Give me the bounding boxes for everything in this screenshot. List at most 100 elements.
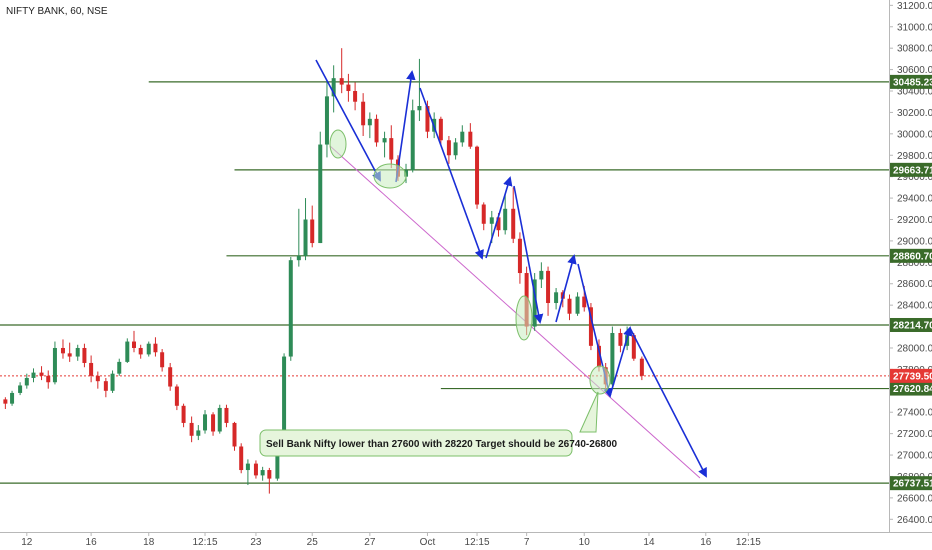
- candle-body[interactable]: [318, 144, 323, 244]
- candle-body[interactable]: [618, 332, 623, 346]
- candle-body[interactable]: [67, 353, 72, 357]
- arrow-drawing[interactable]: [315, 59, 381, 182]
- candle-body[interactable]: [361, 101, 366, 126]
- candle-body[interactable]: [475, 146, 480, 205]
- candle-body[interactable]: [203, 414, 208, 431]
- candle-body[interactable]: [138, 347, 143, 355]
- arrow-drawing[interactable]: [629, 327, 707, 478]
- candle-body[interactable]: [468, 131, 473, 147]
- candle-body[interactable]: [496, 217, 501, 231]
- candle-body[interactable]: [382, 138, 387, 143]
- candle-body[interactable]: [18, 385, 23, 393]
- candle-body[interactable]: [46, 375, 51, 383]
- candle-body[interactable]: [253, 463, 258, 476]
- candle-body[interactable]: [438, 118, 443, 141]
- candle-body[interactable]: [211, 414, 216, 432]
- candle-body[interactable]: [196, 430, 201, 436]
- candle-body[interactable]: [575, 296, 580, 314]
- candle-body[interactable]: [103, 381, 108, 391]
- candle-body[interactable]: [10, 392, 15, 404]
- candle-body[interactable]: [539, 270, 544, 280]
- candle-body[interactable]: [303, 219, 308, 256]
- candle-body[interactable]: [239, 446, 244, 471]
- candle-body[interactable]: [588, 307, 593, 346]
- candle-body[interactable]: [31, 372, 36, 378]
- candle-body[interactable]: [582, 296, 587, 308]
- candle-body[interactable]: [389, 138, 394, 160]
- candle-body[interactable]: [24, 377, 29, 386]
- candle-body[interactable]: [75, 347, 80, 357]
- candle-body[interactable]: [146, 343, 151, 355]
- candle-body[interactable]: [296, 255, 301, 261]
- candle-body[interactable]: [546, 270, 551, 304]
- candle-body[interactable]: [60, 347, 65, 354]
- candle-body[interactable]: [324, 96, 329, 145]
- note-box[interactable]: [259, 429, 573, 457]
- candle-body[interactable]: [282, 356, 287, 447]
- candle-body[interactable]: [567, 298, 572, 314]
- highlight-ellipse[interactable]: [589, 365, 611, 395]
- candle-body[interactable]: [288, 260, 293, 357]
- candle-body[interactable]: [174, 386, 179, 406]
- candle-body[interactable]: [489, 217, 494, 224]
- candle-body[interactable]: [245, 463, 250, 471]
- arrow-drawing[interactable]: [485, 176, 513, 259]
- candle-body[interactable]: [110, 373, 115, 391]
- candle-body[interactable]: [3, 399, 8, 404]
- candle-body[interactable]: [367, 118, 372, 126]
- candle-body[interactable]: [481, 204, 486, 224]
- candle-body[interactable]: [446, 140, 451, 156]
- trend-lines: [329, 145, 701, 479]
- candle-body[interactable]: [417, 106, 422, 111]
- candle-body[interactable]: [82, 347, 87, 363]
- candle-body[interactable]: [511, 208, 516, 239]
- candle-body[interactable]: [631, 335, 636, 359]
- trend-line[interactable]: [329, 145, 701, 479]
- candle-body[interactable]: [353, 91, 358, 102]
- highlight-ellipse[interactable]: [329, 129, 347, 159]
- arrow-drawing[interactable]: [419, 87, 484, 260]
- candle-body[interactable]: [410, 110, 415, 171]
- highlight-ellipse[interactable]: [515, 295, 533, 341]
- candle-body[interactable]: [453, 142, 458, 156]
- candle-body[interactable]: [596, 345, 601, 368]
- candle-body[interactable]: [639, 358, 644, 376]
- candle-body[interactable]: [517, 238, 522, 274]
- candle-body[interactable]: [217, 407, 222, 432]
- candle-body[interactable]: [554, 292, 559, 304]
- candle-body[interactable]: [310, 219, 315, 244]
- candle-body[interactable]: [95, 375, 100, 382]
- candle-body[interactable]: [181, 405, 186, 423]
- candle-body[interactable]: [346, 84, 351, 92]
- candle-body[interactable]: [117, 361, 122, 374]
- arrow-drawing[interactable]: [609, 326, 633, 397]
- candle-body[interactable]: [460, 131, 465, 143]
- candle-body[interactable]: [275, 446, 280, 479]
- arrow-drawing[interactable]: [555, 254, 577, 323]
- candle-body[interactable]: [331, 78, 336, 97]
- candle-body[interactable]: [232, 422, 237, 447]
- candle-body[interactable]: [224, 407, 229, 423]
- candle-body[interactable]: [39, 372, 44, 376]
- candle-body[interactable]: [189, 422, 194, 436]
- candle-body[interactable]: [374, 118, 379, 143]
- candle-body[interactable]: [610, 332, 615, 385]
- candle-body[interactable]: [52, 347, 57, 383]
- candle-body[interactable]: [160, 352, 165, 368]
- candle-body[interactable]: [532, 279, 537, 327]
- arrow-drawing[interactable]: [513, 185, 544, 324]
- arrow-drawing[interactable]: [395, 70, 416, 183]
- candle-body[interactable]: [503, 208, 508, 231]
- candle-body[interactable]: [132, 341, 136, 348]
- candle-body[interactable]: [89, 362, 94, 376]
- candle-body[interactable]: [267, 470, 272, 479]
- candle-body[interactable]: [168, 367, 173, 387]
- candle-body[interactable]: [425, 106, 430, 132]
- candle-body[interactable]: [260, 470, 265, 476]
- highlight-ellipse[interactable]: [373, 163, 407, 189]
- candle-body[interactable]: [153, 343, 158, 353]
- candle-body[interactable]: [125, 341, 130, 362]
- candle-body[interactable]: [339, 78, 344, 85]
